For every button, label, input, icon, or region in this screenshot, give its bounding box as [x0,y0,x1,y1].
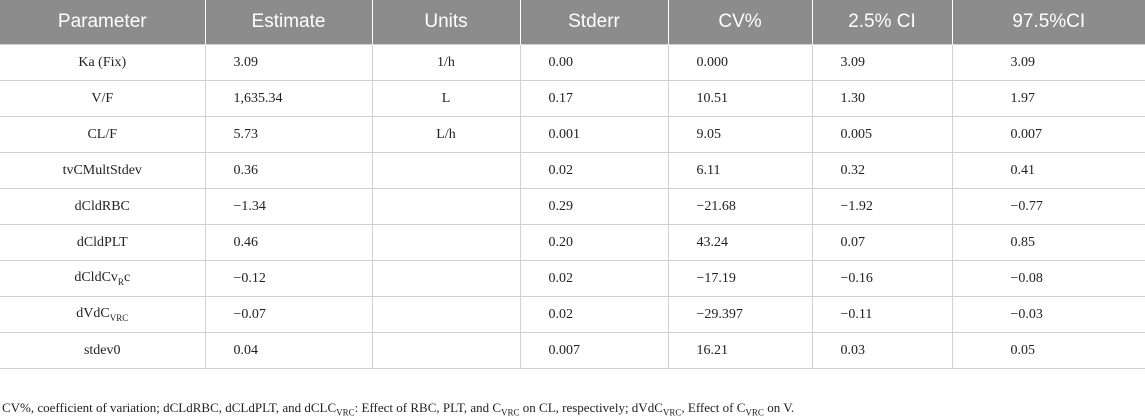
text-run: on V. [763,400,795,415]
table-cell: V/F [0,80,206,117]
footnote: CV%, coefficient of variation; dCLdRBC, … [2,400,794,418]
table-row: tvCMultStdev 0.36 0.02 6.11 0.32 0.41 [0,152,1145,189]
text-run: dVdC [76,306,110,322]
table-row: dCldPLT 0.46 0.20 43.24 0.07 0.85 [0,224,1145,261]
table-cell: dVdCVRC [0,296,206,333]
table-cell: 0.20 [519,224,669,261]
table-cell: L [371,80,521,117]
column-header: CV% [668,0,813,45]
table-cell: 0.007 [519,332,669,369]
subscript: VRC [336,407,355,418]
table-cell: −0.16 [811,260,953,297]
table-cell: 0.03 [811,332,953,369]
table-cell: −17.19 [667,260,813,297]
table-cell: 0.02 [519,152,669,189]
table-row: Ka (Fix) 3.09 1/h 0.00 0.000 3.09 3.09 [0,44,1145,81]
table-cell: Ka (Fix) [0,44,206,81]
table-cell: −1.92 [811,188,953,225]
text-run: on CL, respectively; dVdC [519,400,663,415]
table-cell: L/h [371,116,521,153]
table-cell: 0.005 [811,116,953,153]
table-cell: tvCMultStdev [0,152,206,189]
subscript: VRC [501,407,520,418]
table-cell: 3.09 [811,44,953,81]
table-cell: 3.09 [204,44,373,81]
table-cell: 1,635.34 [204,80,373,117]
text-run: , Effect of C [681,400,746,415]
table-cell: 0.001 [519,116,669,153]
table-cell: 0.36 [204,152,373,189]
table-cell: CL/F [0,116,206,153]
text-run: : Effect of RBC, PLT, and C [354,400,502,415]
table-row: dCldRBC −1.34 0.29 −21.68 −1.92 −0.77 [0,188,1145,225]
table-cell: 5.73 [204,116,373,153]
table-row: dCldCvRc −0.12 0.02 −17.19 −0.16 −0.08 [0,260,1145,297]
table-cell: 0.00 [519,44,669,81]
table-cell: −0.07 [204,296,373,333]
table-cell [371,260,521,297]
table-cell: 9.05 [667,116,813,153]
table-cell [371,332,521,369]
subscript: R [117,276,124,287]
subscript: VRC [109,312,129,323]
subscript: VRC [662,407,682,418]
table-cell: 0.007 [951,116,1145,153]
table-cell: dCldCvRc [0,260,206,297]
table-cell: 6.11 [667,152,813,189]
table-cell: −21.68 [667,188,813,225]
table-cell [371,152,521,189]
table-cell: 0.41 [951,152,1145,189]
table-cell: 3.09 [951,44,1145,81]
table-cell: 43.24 [667,224,813,261]
table-cell: 0.02 [519,296,669,333]
table-cell: 16.21 [667,332,813,369]
table-cell: 0.02 [519,260,669,297]
parameter-table: Parameter Estimate Units Stderr CV% 2.5% CI 97… [0,0,1145,369]
table-row: CL/F 5.73 L/h 0.001 9.05 0.005 0.007 [0,116,1145,153]
table-cell: −0.03 [951,296,1145,333]
header-row: Parameter Estimate Units Stderr CV% 2.5% CI 97… [0,0,1145,45]
table-cell: 0.32 [811,152,953,189]
table-cell: dCldPLT [0,224,206,261]
table-cell [371,296,521,333]
table-cell [371,224,521,261]
table-cell: 1.97 [951,80,1145,117]
table-cell: stdev0 [0,332,206,369]
table-body: Ka (Fix) 3.09 1/h 0.00 0.000 3.09 3.09 V/F 1,635… [0,44,1145,369]
column-header: Estimate [205,0,373,45]
table-cell: 0.000 [667,44,813,81]
table-cell: 0.46 [204,224,373,261]
table-cell: −1.34 [204,188,373,225]
table-cell: −0.11 [811,296,953,333]
table-cell: 0.85 [951,224,1145,261]
column-header: 97.5%CI [952,0,1145,45]
table-cell: 10.51 [667,80,813,117]
text-run: c [123,270,131,286]
column-header: Parameter [0,0,206,45]
table-cell: 0.04 [204,332,373,369]
table-cell: 0.07 [811,224,953,261]
column-header: 2.5% CI [812,0,953,45]
table-cell: −0.08 [951,260,1145,297]
column-header: Units [372,0,521,45]
text-run: CV%, coefficient of variation; dCLdRBC, … [2,400,337,415]
table-cell: −0.12 [204,260,373,297]
table-cell: 1/h [371,44,521,81]
text-run: dCldCv [74,270,118,286]
table-cell: 0.17 [519,80,669,117]
table-row: V/F 1,635.34 L 0.17 10.51 1.30 1.97 [0,80,1145,117]
table-cell: 1.30 [811,80,953,117]
table-cell: −29.397 [667,296,813,333]
table-cell [371,188,521,225]
subscript: VRC [745,407,764,418]
table-row: stdev0 0.04 0.007 16.21 0.03 0.05 [0,332,1145,369]
table-cell: 0.05 [951,332,1145,369]
table-cell: 0.29 [519,188,669,225]
table-cell: −0.77 [951,188,1145,225]
table-row: dVdCVRC −0.07 0.02 −29.397 −0.11 −0.03 [0,296,1145,333]
column-header: Stderr [520,0,669,45]
table-cell: dCldRBC [0,188,206,225]
